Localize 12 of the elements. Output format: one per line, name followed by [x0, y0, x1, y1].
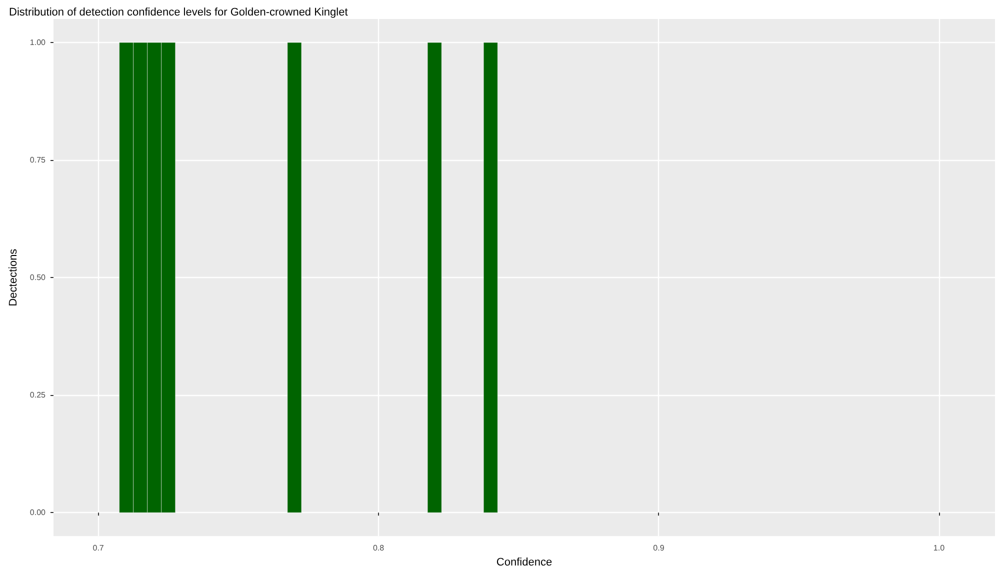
- x-axis-title: Confidence: [496, 556, 552, 568]
- y-tick-label: 0.00: [30, 508, 46, 518]
- x-tick-label: 0.9: [653, 544, 665, 553]
- x-tick-label: 1.0: [933, 544, 946, 553]
- chart-title: Distribution of detection confidence levels for Golden-crowned Kinglet: [9, 6, 348, 18]
- y-tick-label: 1.00: [30, 38, 46, 48]
- y-axis-title: Dectections: [8, 248, 20, 306]
- x-tick-label: 0.8: [372, 544, 385, 553]
- y-tick-label: 0.75: [30, 156, 46, 165]
- x-tick-label: 0.7: [92, 544, 104, 553]
- y-tick-label: 0.50: [30, 273, 46, 282]
- y-tick-label: 0.25: [30, 390, 46, 400]
